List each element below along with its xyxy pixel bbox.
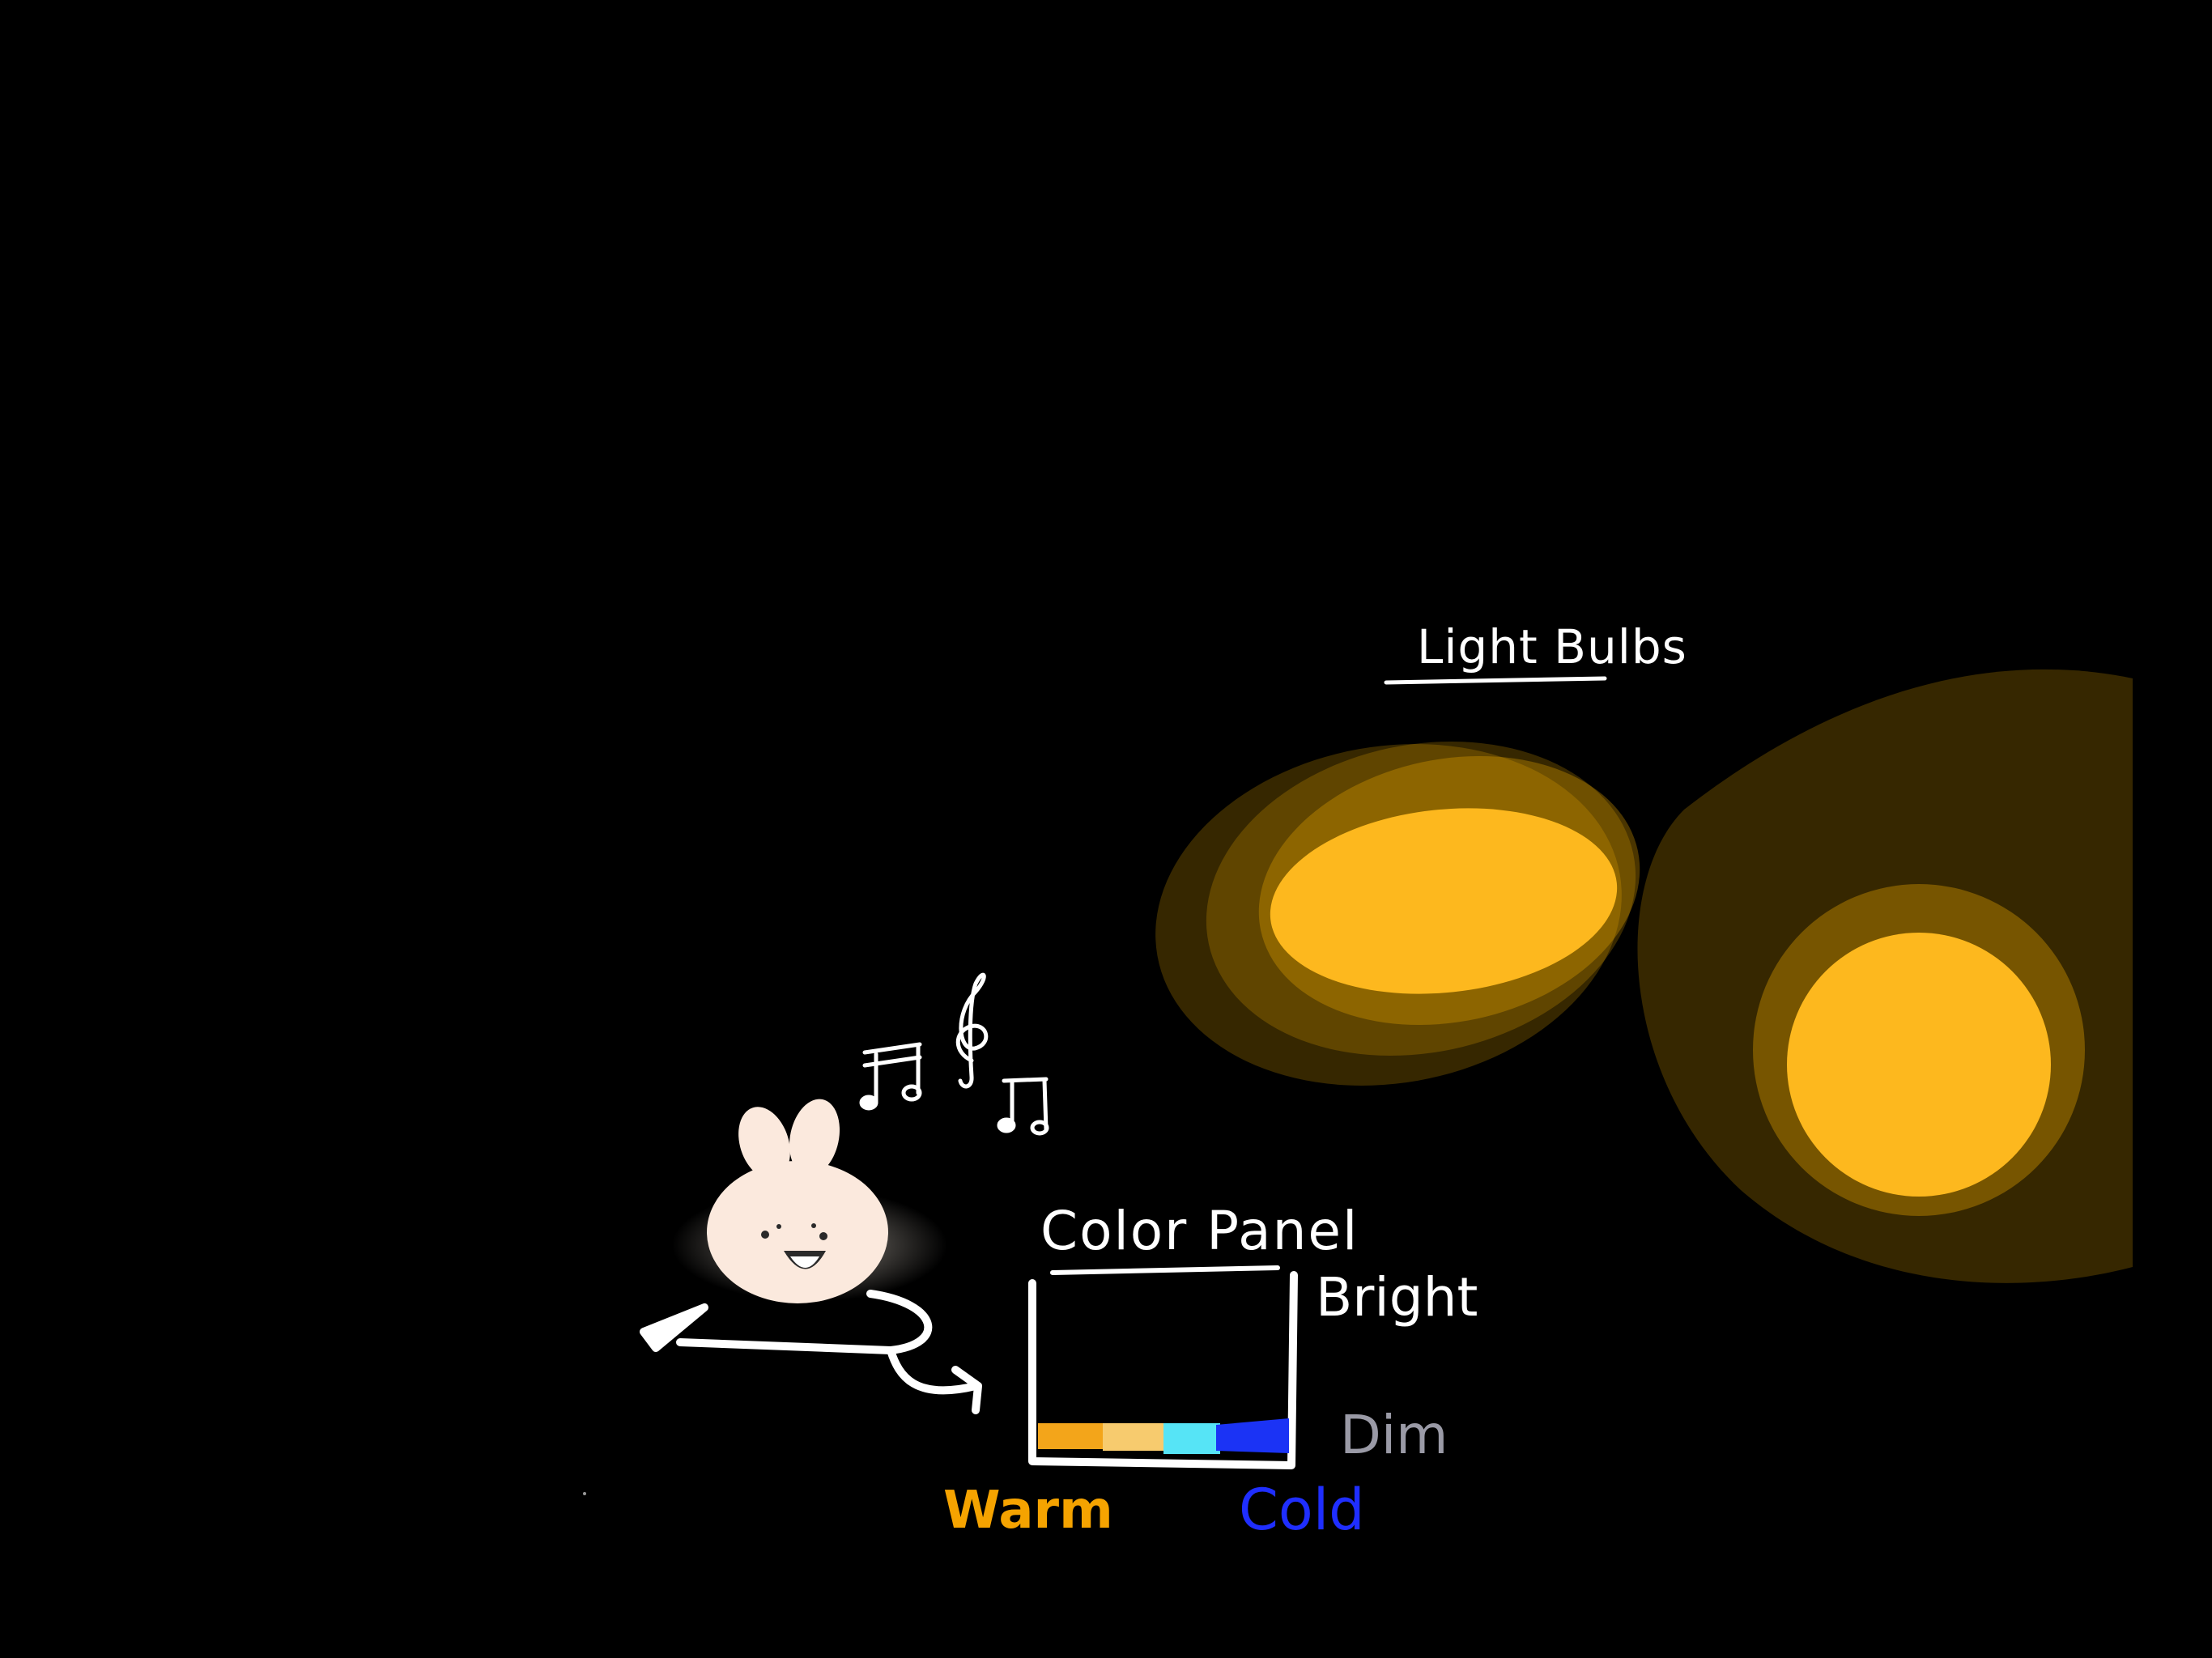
light-bulbs-title: Light Bulbs xyxy=(1417,619,1687,674)
color-panel-title-underline xyxy=(1050,1265,1280,1275)
bunny-head xyxy=(707,1161,888,1303)
color-panel-swatches xyxy=(1038,1418,1289,1454)
light-bulbs-title-underline xyxy=(1384,676,1607,685)
bunny-character[interactable] xyxy=(672,1095,947,1303)
bunny-ear-left xyxy=(738,1107,790,1180)
beamed-notes-icon xyxy=(859,1042,922,1111)
color-panel-frame xyxy=(1028,1271,1298,1469)
bulb-right-core xyxy=(1787,933,2051,1197)
warm-label: Warm xyxy=(943,1481,1113,1541)
connector-arrow xyxy=(640,1290,982,1414)
treble-clef-icon xyxy=(955,972,989,1089)
dim-label: Dim xyxy=(1340,1404,1448,1466)
cold-label: Cold xyxy=(1239,1477,1365,1543)
swatch-warm-orange[interactable] xyxy=(1038,1423,1107,1449)
bulb-right[interactable] xyxy=(1637,669,2133,1283)
swatch-light-yellow[interactable] xyxy=(1103,1423,1168,1451)
light-bulbs-group xyxy=(1128,669,2133,1283)
color-panel-title: Color Panel xyxy=(1040,1200,1359,1262)
beamed-notes-icon xyxy=(997,1077,1049,1136)
bright-label: Bright xyxy=(1316,1266,1478,1329)
music-notes xyxy=(859,972,1049,1136)
color-panel[interactable] xyxy=(1028,1265,1298,1469)
bulb-left-core xyxy=(1270,808,1618,994)
swatch-cyan[interactable] xyxy=(1163,1423,1220,1454)
stray-mark xyxy=(583,1492,586,1495)
bulb-left[interactable] xyxy=(1128,703,1665,1121)
swatch-blue[interactable] xyxy=(1216,1418,1289,1453)
bunny-face xyxy=(761,1223,827,1269)
bunny-ear-right xyxy=(789,1099,840,1176)
